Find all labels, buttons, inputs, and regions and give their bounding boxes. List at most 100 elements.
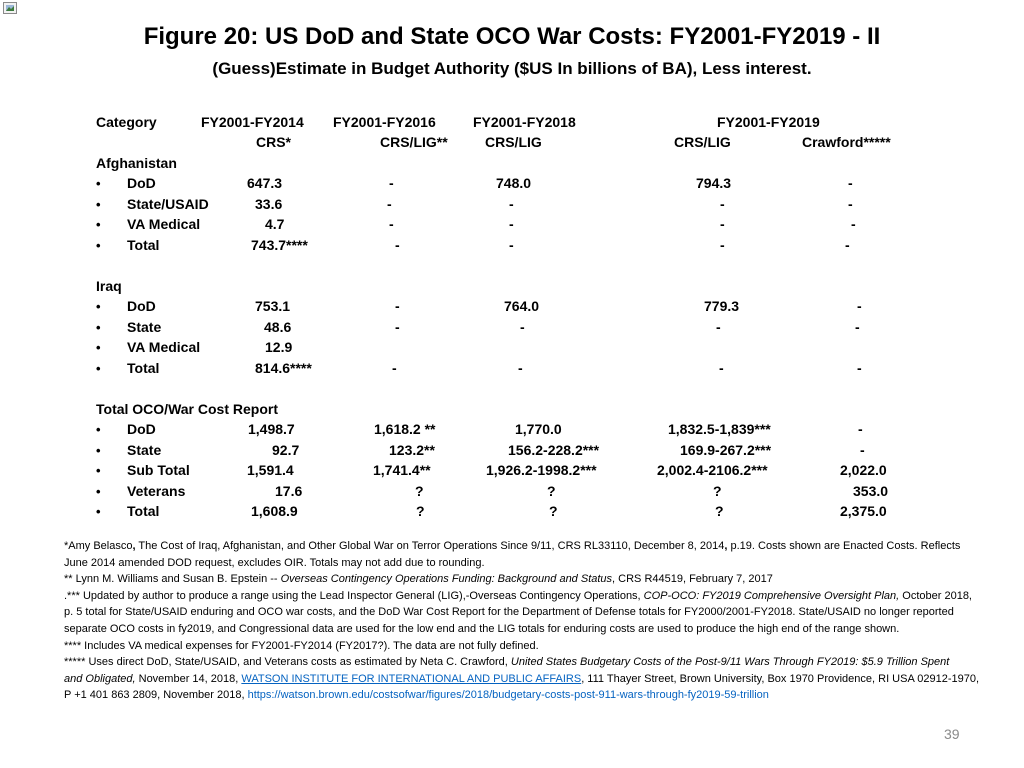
footnote-line: separate OCO costs in fy2019, and Congre… <box>64 622 900 635</box>
row-label: DoD <box>127 298 156 314</box>
footnotes: *Amy Belasco, The Cost of Iraq, Afghanis… <box>64 538 1022 704</box>
header-fy2014: FY2001-FY2014 <box>201 114 304 130</box>
row-label: DoD <box>127 421 156 437</box>
cell-fy2018: - <box>518 360 523 376</box>
cell-fy2014: 17.6 <box>275 483 303 499</box>
cell-fy2019-crs-lig: - <box>719 360 724 376</box>
bullet-icon: • <box>96 176 101 191</box>
footnote-line: .*** Updated by author to produce a rang… <box>64 589 972 602</box>
image-placeholder-icon <box>3 2 17 14</box>
cell-fy2018: ? <box>549 503 558 519</box>
bullet-icon: • <box>96 217 101 232</box>
cell-fy2019-crs-lig: 2,002.4-2106.2*** <box>657 462 768 478</box>
cell-fy2018: - <box>509 237 514 253</box>
cell-fy2019-crs-lig: 169.9-267.2*** <box>680 442 772 458</box>
bullet-icon: • <box>96 320 101 335</box>
header-crs: CRS* <box>256 134 292 150</box>
page-title: Figure 20: US DoD and State OCO War Cost… <box>143 23 881 50</box>
cell-fy2016: - <box>389 175 394 191</box>
bullet-icon: • <box>96 299 101 314</box>
row-label: VA Medical <box>127 216 201 232</box>
cell-fy2019-crs-lig: - <box>720 216 725 232</box>
row-label: State <box>127 319 162 335</box>
page-subtitle: (Guess)Estimate in Budget Authority ($US… <box>212 59 812 78</box>
cell-fy2019-crs-lig: - <box>720 237 725 253</box>
cell-fy2014: 12.9 <box>265 339 293 355</box>
cell-fy2018: 1,770.0 <box>515 421 562 437</box>
footnote-line: **** Includes VA medical expenses for FY… <box>64 639 539 652</box>
cell-fy2018: - <box>509 216 514 232</box>
footnote-line: ***** Uses direct DoD, State/USAID, and … <box>64 656 950 669</box>
bullet-icon: • <box>96 504 101 519</box>
footnote-line: and Obligated, November 14, 2018, WATSON… <box>64 672 980 685</box>
footnote-line: June 2014 amended DOD request, excludes … <box>64 556 485 569</box>
bullet-icon: • <box>96 422 101 437</box>
cell-fy2016: - <box>395 319 400 335</box>
cell-fy2016: 123.2** <box>389 442 435 458</box>
section-heading-afghanistan: Afghanistan <box>96 155 177 171</box>
cell-fy2019-crs-lig: ? <box>713 483 722 499</box>
cell-fy2019-crawford: - <box>845 237 850 253</box>
bullet-icon: • <box>96 340 101 355</box>
cell-fy2019-crawford: - <box>857 360 862 376</box>
cell-fy2019-crawford: - <box>857 298 862 314</box>
header-crs-lig-fy2019: CRS/LIG <box>674 134 731 150</box>
row-label: Total <box>127 503 160 519</box>
header-fy2016: FY2001-FY2016 <box>333 114 436 130</box>
cell-fy2019-crawford: - <box>860 442 865 458</box>
cell-fy2014: 92.7 <box>272 442 300 458</box>
cell-fy2019-crs-lig: 779.3 <box>704 298 740 314</box>
cell-fy2014: 743.7**** <box>251 237 308 253</box>
footnote-line: *Amy Belasco, The Cost of Iraq, Afghanis… <box>64 540 961 552</box>
cell-fy2014: 647.3 <box>247 175 283 191</box>
header-crawford: Crawford***** <box>802 134 891 150</box>
section-heading-total: Total OCO/War Cost Report <box>96 401 278 417</box>
cell-fy2019-crawford: - <box>855 319 860 335</box>
bullet-icon: • <box>96 361 101 376</box>
cell-fy2018: 764.0 <box>504 298 540 314</box>
cell-fy2016: - <box>395 237 400 253</box>
watson-institute-link[interactable]: WATSON INSTITUTE FOR INTERNATIONAL AND P… <box>241 672 582 685</box>
cell-fy2014: 1,591.4 <box>247 462 294 478</box>
costs-of-war-url-link[interactable]: https://watson.brown.edu/costsofwar/figu… <box>247 689 769 702</box>
header-fy2018: FY2001-FY2018 <box>473 114 576 130</box>
footnote-line: P +1 401 863 2809, November 2018, https:… <box>64 689 769 702</box>
bullet-icon: • <box>96 484 101 499</box>
bullet-icon: • <box>96 197 101 212</box>
cell-fy2018: 748.0 <box>496 175 532 191</box>
cell-fy2019-crawford: - <box>851 216 856 232</box>
cell-fy2018: - <box>509 196 514 212</box>
cell-fy2014: 753.1 <box>255 298 291 314</box>
cell-fy2016: - <box>387 196 392 212</box>
row-label: State/USAID <box>127 196 209 212</box>
footnote-line: ** Lynn M. Williams and Susan B. Epstein… <box>64 573 773 586</box>
cell-fy2018: - <box>520 319 525 335</box>
cell-fy2019-crawford: 2,375.0 <box>840 503 887 519</box>
header-category: Category <box>96 114 157 130</box>
cell-fy2018: ? <box>547 483 556 499</box>
row-label: Total <box>127 237 160 253</box>
bullet-icon: • <box>96 238 101 253</box>
page-number: 39 <box>944 726 960 742</box>
cell-fy2018: 1,926.2-1998.2*** <box>486 462 597 478</box>
cell-fy2016: - <box>395 298 400 314</box>
cell-fy2016: 1,741.4** <box>373 462 431 478</box>
bullet-icon: • <box>96 443 101 458</box>
cell-fy2016: 1,618.2 ** <box>374 421 436 437</box>
header-crs-lig-fy2018: CRS/LIG <box>485 134 542 150</box>
cell-fy2016: ? <box>415 483 424 499</box>
cell-fy2014: 33.6 <box>255 196 283 212</box>
cell-fy2016: - <box>389 216 394 232</box>
cell-fy2014: 1,498.7 <box>248 421 295 437</box>
cell-fy2014: 4.7 <box>265 216 285 232</box>
footnote-line: p. 5 total for State/USAID enduring and … <box>64 606 954 619</box>
row-label: Total <box>127 360 160 376</box>
cell-fy2019-crawford: - <box>848 196 853 212</box>
cell-fy2019-crs-lig: - <box>720 196 725 212</box>
cell-fy2014: 814.6**** <box>255 360 312 376</box>
cell-fy2016: ? <box>416 503 425 519</box>
cell-fy2019-crawford: 2,022.0 <box>840 462 887 478</box>
cell-fy2014: 48.6 <box>264 319 292 335</box>
cell-fy2019-crawford: - <box>848 175 853 191</box>
cell-fy2018: 156.2-228.2*** <box>508 442 600 458</box>
